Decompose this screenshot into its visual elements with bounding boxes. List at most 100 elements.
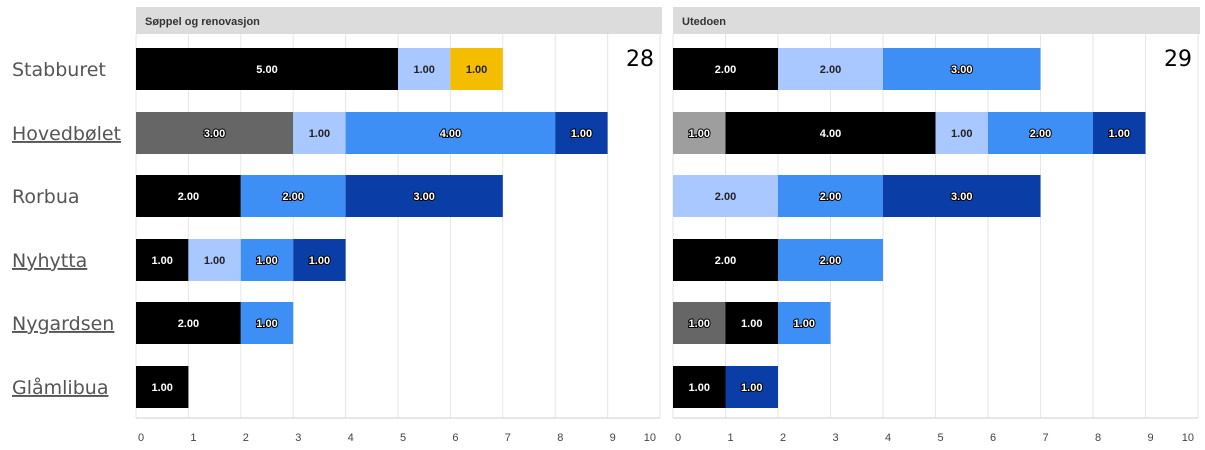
bar-segment [450,48,503,90]
x-tick-label: 10 [644,432,656,444]
bar-segment [725,366,778,408]
data-label: 1.00 [256,318,277,330]
x-tick-label: 7 [1043,432,1049,444]
data-label: 3.00 [413,191,434,203]
data-label: 1.00 [689,318,710,330]
bar-segment [555,112,608,154]
data-label: 1.00 [689,382,710,394]
bar-segment [240,302,294,344]
x-tick-label: 5 [400,432,406,444]
bar-segment [293,239,346,281]
bar-segment [988,112,1093,154]
x-tick-label: 8 [1095,432,1101,444]
bar-segment [673,175,778,217]
panel-header [136,7,662,34]
bar-segment [398,48,451,90]
data-label: 1.00 [741,382,762,394]
bar-segment [725,112,936,154]
bar-segment [935,112,988,154]
panel-title: Søppel og renovasjon [145,16,260,28]
bar-segment [883,175,1041,217]
bar-segment [778,302,831,344]
x-tick-label: 9 [610,432,616,444]
data-label: 2.00 [1030,128,1051,140]
data-label: 1.00 [309,128,330,140]
data-label: 1.00 [309,255,330,267]
x-tick-label: 2 [243,432,249,444]
category-label: Hovedbølet [12,123,121,145]
data-label: 1.00 [794,318,815,330]
bar-segment [136,112,294,154]
data-label: 4.00 [440,128,461,140]
bar-segment [673,366,726,408]
data-label: 1.00 [151,382,172,394]
bar-segment [725,302,778,344]
category-label: Nyhytta [12,250,87,272]
bar-segment [293,112,346,154]
bar-segment [345,175,503,217]
bar-segment [136,48,398,90]
x-tick-label: 3 [833,432,839,444]
corner-number: 29 [1164,47,1192,72]
bar-segment [778,175,883,217]
x-tick-label: 7 [505,432,511,444]
x-tick-label: 2 [780,432,786,444]
data-label: 2.00 [715,255,736,267]
data-label: 2.00 [820,191,841,203]
x-tick-label: 1 [190,432,196,444]
bar-segment [136,175,241,217]
category-label: Glåmlibua [12,376,108,399]
bar-segment [883,48,1041,90]
data-label: 1.00 [413,64,434,76]
x-tick-label: 0 [675,432,681,444]
category-label: Stabburet [12,59,106,81]
data-label: 1.00 [689,128,710,140]
data-label: 2.00 [820,255,841,267]
data-label: 1.00 [951,128,972,140]
data-label: 2.00 [715,191,736,203]
x-tick-label: 1 [728,432,734,444]
x-tick-label: 4 [885,432,891,444]
data-label: 3.00 [951,191,972,203]
bar-segment [673,48,778,90]
data-label: 1.00 [741,318,762,330]
x-tick-label: 10 [1182,432,1194,444]
bar-segment [778,239,883,281]
bar-segment [136,239,189,281]
data-label: 2.00 [715,64,736,76]
corner-number: 28 [626,47,654,72]
data-label: 3.00 [951,64,972,76]
x-tick-label: 8 [557,432,563,444]
data-label: 1.00 [204,255,225,267]
x-tick-label: 3 [295,432,301,444]
x-tick-label: 0 [138,432,144,444]
data-label: 1.00 [571,128,592,140]
bar-segment [136,366,189,408]
panel-title: Utedoen [682,16,726,28]
data-label: 2.00 [820,64,841,76]
category-label: Nygardsen [12,313,114,335]
bar-segment [345,112,556,154]
data-label: 2.00 [282,191,303,203]
bar-segment [673,239,778,281]
bar-segment [673,112,726,154]
x-tick-label: 9 [1148,432,1154,444]
data-label: 1.00 [466,64,487,76]
data-label: 2.00 [178,318,199,330]
data-label: 2.00 [178,191,199,203]
panel-header [673,7,1200,34]
data-label: 1.00 [1109,128,1130,140]
data-label: 5.00 [256,64,277,76]
data-label: 3.00 [204,128,225,140]
data-label: 1.00 [256,255,277,267]
x-tick-label: 4 [348,432,354,444]
bar-segment [1093,112,1146,154]
bar-segment [778,48,883,90]
data-label: 1.00 [151,255,172,267]
category-label: Rorbua [12,186,80,208]
bar-segment [136,302,241,344]
x-tick-label: 5 [938,432,944,444]
bar-segment [240,239,294,281]
data-label: 4.00 [820,128,841,140]
